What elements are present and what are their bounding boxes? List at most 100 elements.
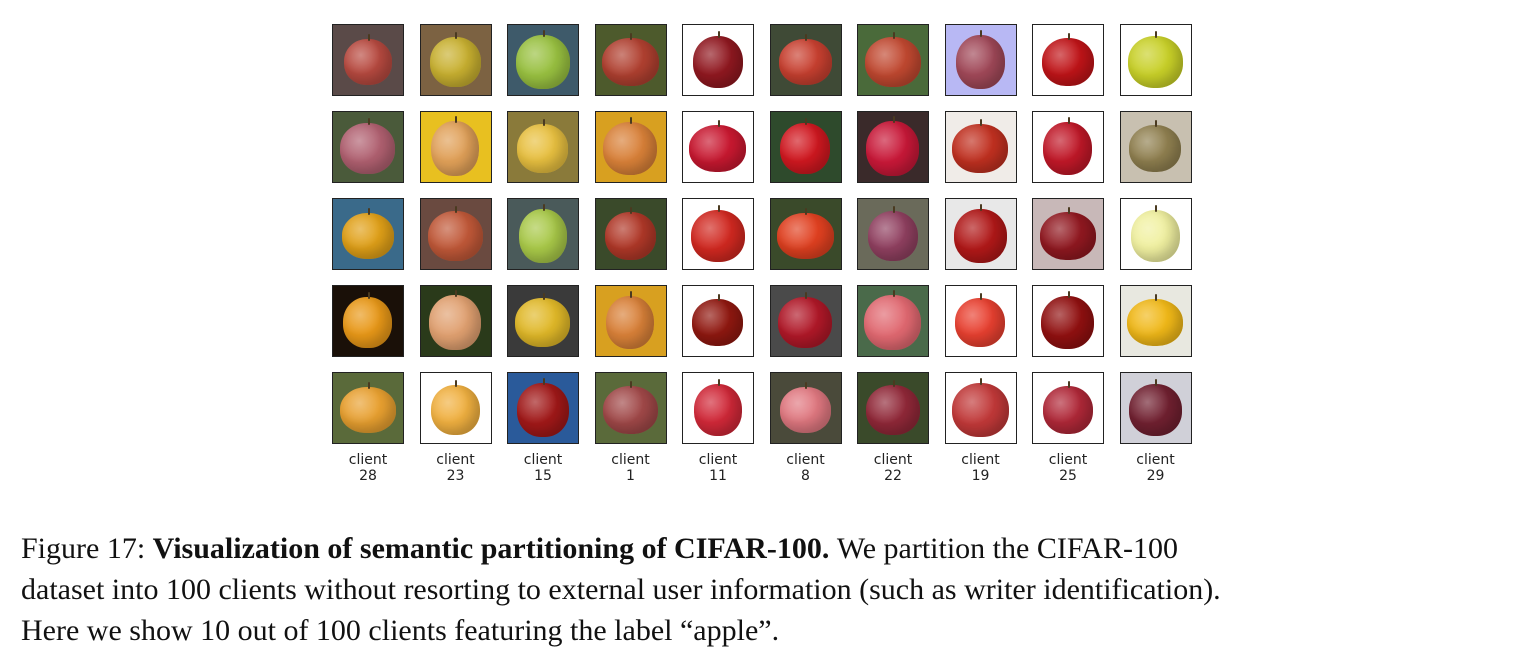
apple-image-tile [944,24,1017,96]
client-word: client [873,452,913,468]
apple-image-tile [1119,285,1192,357]
client-word: client [786,452,825,468]
apple-stem-icon [455,290,457,297]
apple-stem-icon [717,294,720,301]
apple-stem-icon [630,32,632,40]
apple-icon [689,125,746,172]
apple-stem-icon [1067,380,1070,388]
apple-image-tile [507,285,579,357]
apple-stem-icon [542,377,545,385]
caption-bold-title: Visualization of semantic partitioning o… [152,532,830,565]
apple-image-tile [419,24,492,96]
apple-stem-icon [980,377,982,385]
apple-image-tile [682,372,754,444]
apple-stem-icon [455,116,457,123]
apple-image-tile [507,198,579,270]
client-number: 11 [709,468,727,484]
apple-icon [339,386,396,433]
apple-icon [340,123,395,174]
apple-image-tile [332,372,404,444]
apple-image-tile [1032,198,1104,270]
apple-image-tile [1032,24,1104,96]
apple-image-tile [594,198,667,270]
client-number: 19 [971,468,990,484]
apple-stem-icon [542,29,545,37]
apple-icon [1127,35,1183,88]
apple-image-tile [419,111,492,183]
apple-stem-icon [805,381,807,389]
apple-icon [692,35,743,88]
apple-stem-icon [1155,294,1157,301]
apple-image-tile [769,198,842,270]
apple-icon [778,38,832,85]
apple-stem-icon [1155,378,1157,386]
apple-image-tile [1119,24,1192,96]
apple-stem-icon [892,205,895,213]
apple-image-tile [1032,111,1104,183]
client-label: client 11 [682,452,754,484]
apple-stem-icon [892,379,895,387]
apple-image-tile [682,24,754,96]
apple-stem-icon [980,29,982,37]
figure-label: Figure 17: [21,532,146,565]
apple-stem-icon [367,207,370,215]
client-word: client [436,452,475,468]
apple-image-tile [507,111,579,183]
apple-stem-icon [1067,291,1070,298]
apple-stem-icon [542,293,545,300]
apple-image-tile [332,285,404,357]
apple-icon [515,298,570,347]
apple-image-tile [682,111,754,183]
apple-icon [343,297,392,348]
client-number: 1 [626,468,635,484]
apple-image-tile [857,372,929,444]
apple-image-tile [507,372,579,444]
apple-image-tile [419,285,492,357]
apple-stem-icon [367,118,370,125]
apple-icon [1129,125,1181,172]
apple-stem-icon [1155,30,1157,38]
client-word: client [961,452,1000,468]
apple-stem-icon [630,206,632,214]
client-label: client 29 [1120,452,1192,484]
apple-image-tile [1119,372,1192,444]
client-label: client 23 [420,452,492,484]
apple-icon [602,385,658,434]
apple-icon [952,124,1008,173]
apple-stem-icon [542,119,545,126]
apple-image-tile [857,111,929,183]
apple-image-tile [332,24,404,96]
client-word: client [698,452,738,468]
figure-caption: Figure 17: Visualization of semantic par… [21,528,1506,651]
apple-icon [867,210,918,261]
apple-stem-icon [805,33,807,41]
apple-stem-icon [630,117,632,124]
apple-image-tile [1032,372,1104,444]
apple-icon [518,208,567,263]
apple-stem-icon [805,207,807,215]
apple-icon [341,212,394,259]
caption-line-3: Here we show 10 out of 100 clients featu… [21,614,780,647]
caption-line-1: Figure 17: Visualization of semantic par… [21,528,1506,569]
apple-stem-icon [717,204,720,212]
apple-image-tile [944,198,1017,270]
apple-icon [430,384,480,435]
client-label: client 1 [595,452,667,484]
apple-icon [429,295,481,350]
apple-stem-icon [455,31,457,39]
apple-image-tile [419,372,492,444]
apple-image-tile [332,198,404,270]
client-word: client [523,452,563,468]
apple-image-tile [944,285,1017,357]
client-number: 23 [446,468,465,484]
apple-icon [693,383,742,436]
client-number: 25 [1059,468,1077,484]
client-word: client [611,452,650,468]
apple-stem-icon [1067,206,1070,214]
apple-stem-icon [630,380,632,388]
apple-stem-icon [980,119,982,126]
apple-stem-icon [367,292,370,299]
apple-stem-icon [630,291,632,298]
client-number: 29 [1146,468,1165,484]
apple-icon [779,386,831,433]
